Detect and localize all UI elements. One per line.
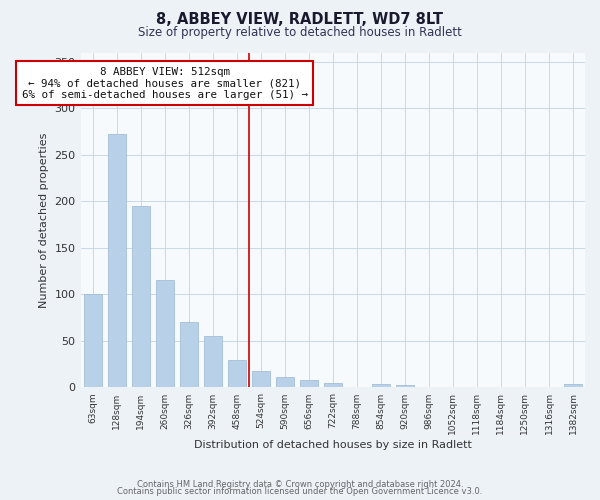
- Bar: [300, 380, 318, 388]
- Bar: [420, 386, 438, 388]
- Bar: [107, 134, 125, 388]
- Bar: [251, 370, 269, 388]
- Bar: [83, 294, 101, 388]
- Text: 8 ABBEY VIEW: 512sqm
← 94% of detached houses are smaller (821)
6% of semi-detac: 8 ABBEY VIEW: 512sqm ← 94% of detached h…: [22, 66, 308, 100]
- Bar: [203, 336, 221, 388]
- Text: 8, ABBEY VIEW, RADLETT, WD7 8LT: 8, ABBEY VIEW, RADLETT, WD7 8LT: [157, 12, 443, 28]
- Text: Contains public sector information licensed under the Open Government Licence v3: Contains public sector information licen…: [118, 488, 482, 496]
- Bar: [179, 322, 197, 388]
- Bar: [564, 384, 582, 388]
- Bar: [227, 360, 245, 388]
- Text: Contains HM Land Registry data © Crown copyright and database right 2024.: Contains HM Land Registry data © Crown c…: [137, 480, 463, 489]
- Bar: [396, 384, 414, 388]
- Bar: [155, 280, 173, 388]
- Bar: [468, 386, 486, 388]
- Text: Size of property relative to detached houses in Radlett: Size of property relative to detached ho…: [138, 26, 462, 39]
- Bar: [444, 386, 462, 388]
- Bar: [372, 384, 390, 388]
- Bar: [131, 206, 149, 388]
- Bar: [324, 383, 342, 388]
- Y-axis label: Number of detached properties: Number of detached properties: [39, 132, 49, 308]
- Bar: [275, 377, 294, 388]
- X-axis label: Distribution of detached houses by size in Radlett: Distribution of detached houses by size …: [194, 440, 472, 450]
